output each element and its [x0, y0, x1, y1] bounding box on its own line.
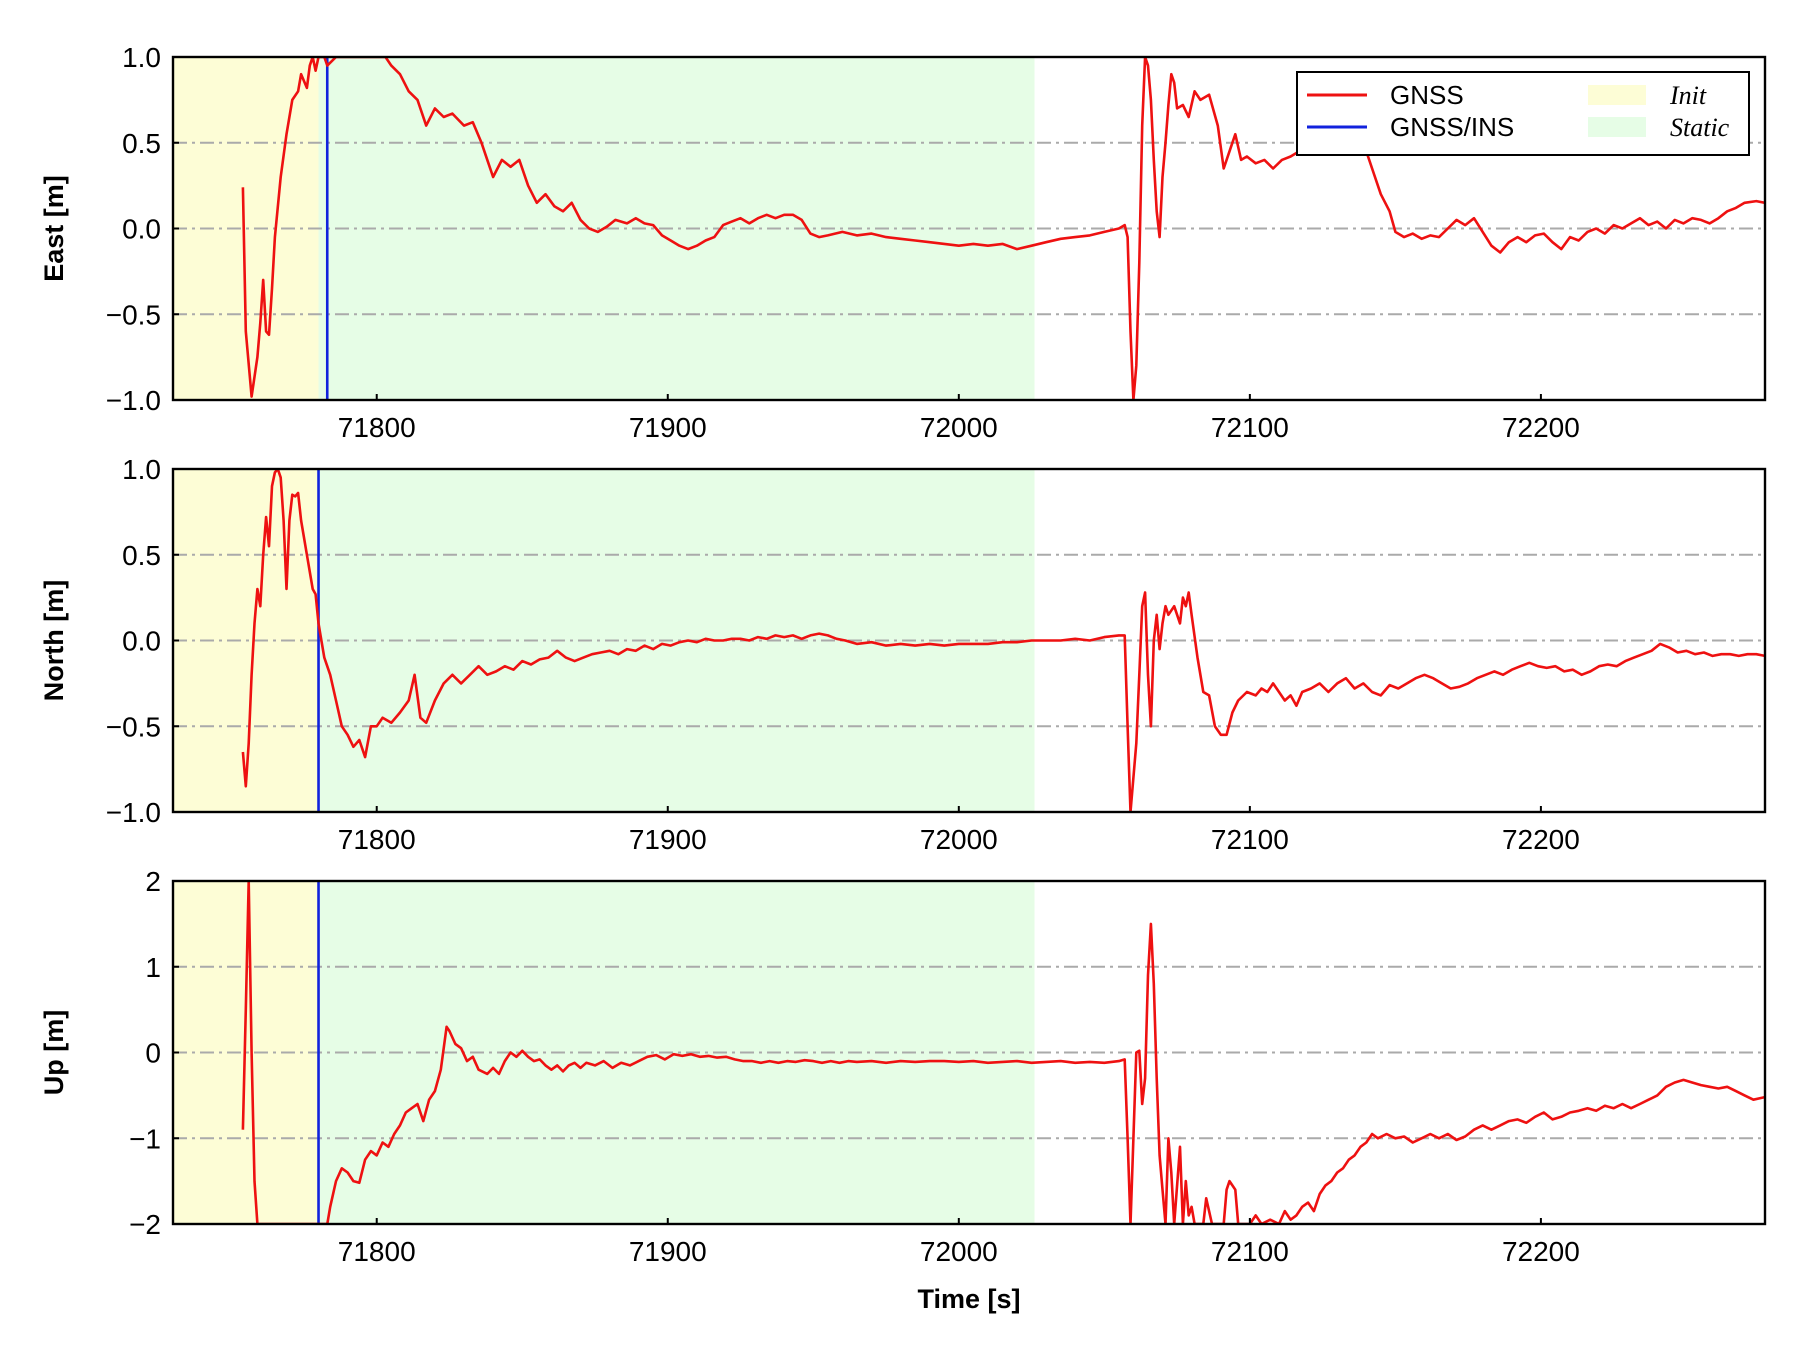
x-tick-label: 71900 [629, 412, 707, 443]
y-tick-label: 2 [145, 866, 161, 897]
legend-swatch-init [1588, 85, 1646, 105]
x-tick-label: 72100 [1211, 824, 1289, 855]
panel-2: −1.0 −0.5 0.0 0.5 1.0 71800 71900 72000 72100 722… [39, 454, 1767, 855]
y-tick-label: 0.5 [122, 540, 161, 571]
x-tick-label: 72000 [920, 1236, 998, 1267]
legend-label: Static [1670, 113, 1730, 142]
x-tick-label: 71900 [629, 824, 707, 855]
x-tick-label: 72100 [1211, 412, 1289, 443]
y-tick-label: 0.0 [122, 214, 161, 245]
y-tick-label: −0.5 [106, 711, 161, 742]
legend-label: GNSS [1390, 80, 1464, 110]
x-tick-label: 72200 [1502, 1236, 1580, 1267]
y-axis-label: East [m] [39, 175, 69, 282]
legend-swatch-static [1588, 117, 1646, 137]
x-tick-label: 71900 [629, 1236, 707, 1267]
y-tick-label: 0 [145, 1038, 161, 1069]
y-tick-label: 1.0 [122, 42, 161, 73]
panel-1: −1.0 −0.5 0.0 0.5 1.0 71800 71900 72000 72100 722… [39, 42, 1767, 443]
x-tick-label: 71800 [338, 412, 416, 443]
y-tick-label: 0.5 [122, 128, 161, 159]
legend-label: GNSS/INS [1390, 112, 1514, 142]
x-tick-label: 71800 [338, 824, 416, 855]
gnss-line [241, 57, 1765, 400]
y-tick-label: −0.5 [106, 299, 161, 330]
y-axis-label: North [m] [39, 580, 69, 701]
x-tick-label: 71800 [338, 1236, 416, 1267]
gnss-line [241, 469, 1765, 812]
y-tick-label: 0.0 [122, 626, 161, 657]
y-tick-label: −2 [129, 1209, 161, 1240]
x-tick-label: 72000 [920, 824, 998, 855]
x-axis-label: Time [s] [917, 1284, 1020, 1314]
y-tick-label: −1.0 [106, 385, 161, 416]
y-tick-label: 1.0 [122, 454, 161, 485]
panel-3: −2 −1 0 1 2 71800 71900 72000 72100 72200 Up [m] [39, 866, 1767, 1267]
y-axis-label: Up [m] [39, 1010, 69, 1095]
y-tick-label: −1.0 [106, 797, 161, 828]
x-tick-label: 72200 [1502, 824, 1580, 855]
gnss-line [241, 881, 1765, 1224]
legend-box [1296, 71, 1750, 156]
legend-label: Init [1669, 81, 1707, 110]
x-tick-label: 72200 [1502, 412, 1580, 443]
x-tick-label: 72100 [1211, 1236, 1289, 1267]
y-tick-label: −1 [129, 1123, 161, 1154]
x-tick-label: 72000 [920, 412, 998, 443]
y-tick-label: 1 [145, 952, 161, 983]
